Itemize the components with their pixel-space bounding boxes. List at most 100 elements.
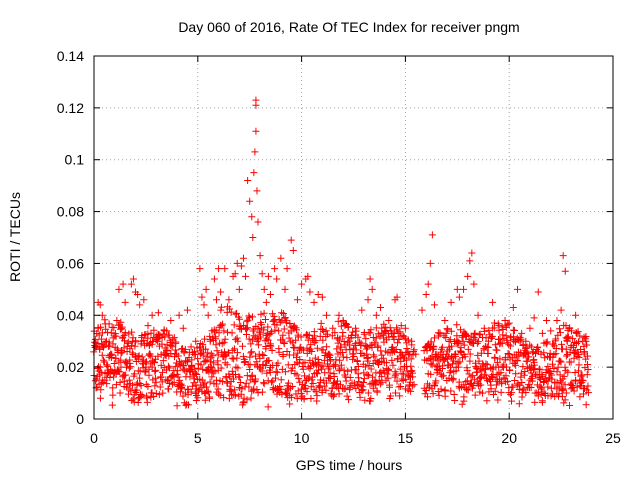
roti-point [577,372,585,380]
roti-point [562,345,570,353]
roti-point [431,334,439,342]
roti-point [107,329,115,337]
roti-point [119,280,127,288]
roti-point [267,329,275,337]
roti-point [230,375,238,383]
roti-point [173,402,181,410]
roti-point [159,368,167,376]
roti-point [566,401,574,409]
roti-point [158,378,166,386]
roti-point [491,353,499,361]
roti-point [170,372,178,380]
roti-point [220,394,228,402]
roti-point [328,384,336,392]
roti-point [335,336,343,344]
roti-point [127,387,135,395]
roti-point [429,390,437,398]
roti-point [385,383,393,391]
roti-point [256,252,264,260]
roti-point [505,350,513,358]
roti-point [211,367,219,375]
roti-point [531,398,539,406]
roti-point [284,361,292,369]
roti-point [218,340,226,348]
roti-point [293,296,301,304]
roti-point [293,371,301,379]
roti-point [225,296,233,304]
roti-point [506,342,514,350]
roti-point [380,320,388,328]
roti-point [504,350,512,358]
y-tick-label: 0.02 [57,359,84,375]
roti-point [441,392,449,400]
roti-point [174,352,182,360]
roti-point [506,367,514,375]
roti-point [226,382,234,390]
y-tick-label: 0.12 [57,100,84,116]
roti-point [142,363,150,371]
roti-point [217,288,225,296]
roti-point [262,331,270,339]
roti-point [331,362,339,370]
roti-point [152,378,160,386]
roti-point [144,322,152,330]
roti-point [443,325,451,333]
roti-point [422,291,430,299]
roti-point [432,377,440,385]
roti-point [110,324,118,332]
roti-point [451,397,459,405]
roti-point [249,234,257,241]
roti-point [528,377,536,385]
roti-point [473,339,481,347]
roti-point [322,386,330,394]
roti-point [138,353,146,361]
roti-point [226,305,234,313]
x-tick-label: 0 [90,430,98,446]
roti-point [255,328,263,336]
roti-point [574,338,582,346]
roti-point [178,382,186,390]
roti-point [126,363,134,371]
roti-point [310,298,318,306]
roti-point [459,337,467,345]
roti-point [318,293,326,301]
roti-point [424,393,432,401]
roti-point [338,349,346,357]
x-axis-label: GPS time / hours [296,457,403,473]
roti-point [407,387,415,395]
roti-point [257,333,265,341]
roti-point [127,280,135,288]
roti-point [188,382,196,390]
roti-point [540,349,548,357]
roti-point [385,316,393,324]
roti-point [151,367,159,375]
roti-point [322,327,330,335]
roti-point [147,329,155,337]
roti-point [395,335,403,343]
roti-point [176,357,184,365]
roti-point [109,384,117,392]
roti-point [118,348,126,356]
roti-point [435,352,443,360]
roti-point [246,353,254,361]
roti-point [405,372,413,380]
roti-point [474,338,482,346]
roti-point [250,332,258,340]
roti-point [144,383,152,391]
roti-point [150,358,158,366]
roti-point [427,360,435,368]
roti-point [325,363,333,371]
roti-point [428,231,436,239]
roti-point [155,391,163,399]
roti-point [565,333,573,341]
roti-point [257,321,265,329]
roti-point [167,349,175,357]
roti-point [150,326,158,334]
x-tick-label: 15 [398,430,414,446]
roti-point [438,364,446,372]
roti-point [497,388,505,396]
roti-point [218,378,226,386]
roti-point [520,385,528,393]
roti-point [401,324,409,332]
